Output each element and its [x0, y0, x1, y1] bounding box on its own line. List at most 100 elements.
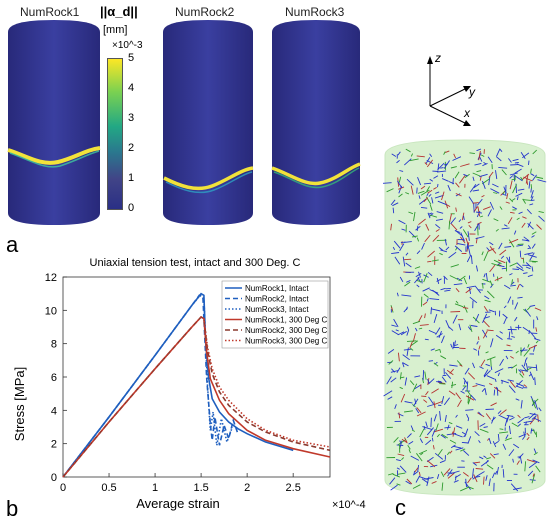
fracture-segment [527, 274, 533, 278]
fracture-segment [522, 198, 526, 204]
fracture-segment [530, 199, 535, 202]
fracture-segment [439, 252, 443, 256]
fracture-segment [398, 186, 405, 190]
fracture-segment [389, 477, 396, 485]
fracture-segment [467, 395, 470, 404]
fracture-segment [534, 338, 541, 341]
fracture-segment [410, 153, 414, 157]
fracture-segment [468, 224, 472, 229]
fracture-segment [532, 473, 535, 477]
fracture-segment [467, 246, 471, 256]
fracture-segment [532, 459, 540, 464]
fracture-segment [456, 277, 463, 282]
fracture-segment [448, 390, 456, 396]
fracture-segment [431, 437, 434, 442]
fracture-segment [405, 148, 411, 153]
fracture-segment [494, 470, 498, 475]
fracture-segment [453, 283, 463, 286]
fracture-segment [493, 453, 499, 456]
fracture-segment [467, 221, 472, 224]
fracture-segment [436, 211, 444, 214]
fracture-segment [515, 350, 519, 354]
fracture-segment [510, 483, 519, 492]
fracture-segment [497, 410, 502, 415]
fracture-segment [484, 295, 490, 300]
x-tick-label: 0 [60, 482, 66, 494]
fracture-segment [526, 432, 530, 437]
fracture-segment [466, 413, 469, 418]
fracture-segment [387, 396, 393, 400]
fracture-segment [467, 395, 472, 405]
fracture-segment [482, 282, 484, 289]
fracture-segment [405, 262, 412, 268]
fracture-segment [463, 215, 465, 220]
fracture-segment [459, 226, 463, 229]
fracture-segment [433, 414, 437, 422]
fracture-segment [444, 238, 447, 246]
fracture-segment [514, 175, 523, 182]
fracture-segment [489, 201, 495, 210]
fracture-segment [443, 160, 450, 169]
fracture-segment [487, 248, 495, 252]
x-tick-label: 1.5 [193, 482, 208, 494]
fracture-segment [390, 377, 397, 383]
fracture-segment [536, 316, 539, 321]
fracture-segment [532, 428, 537, 435]
fracture-segment [455, 392, 461, 400]
fracture-segment [497, 433, 500, 441]
fracture-segment [403, 158, 412, 166]
fracture-segment [426, 159, 434, 168]
fracture-segment [515, 398, 520, 401]
fracture-segment [422, 426, 432, 430]
fracture-segment [532, 174, 537, 181]
fracture-segment [399, 465, 407, 473]
panel-c: z y x c [382, 51, 547, 520]
fracture-segment [406, 347, 409, 357]
fracture-segment [454, 344, 459, 347]
fracture-segment [404, 377, 408, 386]
fracture-segment [518, 453, 524, 459]
fracture-segment [514, 316, 518, 322]
fracture-segment [467, 477, 472, 484]
fracture-segment [530, 188, 532, 193]
fracture-segment [533, 448, 537, 454]
fracture-segment [404, 410, 413, 413]
fracture-segment [437, 200, 447, 206]
fracture-segment [472, 462, 477, 466]
fracture-segment [467, 436, 472, 444]
fracture-segment [519, 455, 523, 464]
fracture-segment [431, 480, 437, 484]
fracture-segment [428, 193, 432, 197]
fracture-segment [495, 228, 499, 232]
fracture-segment [409, 340, 414, 349]
fracture-segment [437, 448, 443, 456]
y-tick-label: 12 [45, 272, 57, 284]
fracture-segment [514, 302, 519, 310]
colorbar-tick-0: 0 [128, 202, 135, 214]
fracture-segment [534, 400, 539, 410]
fracture-segment [528, 373, 532, 377]
fracture-segment [498, 242, 503, 250]
fracture-segment [455, 207, 457, 212]
fracture-segment [439, 349, 442, 353]
fracture-segment [515, 192, 523, 197]
fracture-segment [429, 153, 433, 157]
fracture-segment [478, 150, 481, 161]
fracture-segment [523, 384, 527, 388]
fracture-segment [459, 364, 463, 367]
fracture-segment [390, 223, 392, 231]
fracture-segment [521, 222, 526, 228]
fracture-segment [409, 380, 415, 386]
colorbar [107, 58, 123, 210]
fracture-segment [403, 241, 412, 243]
fracture-segment [424, 371, 427, 380]
fracture-segment [500, 379, 509, 384]
fracture-segment [396, 483, 401, 486]
fracture-segment [447, 424, 450, 430]
fracture-segment [482, 329, 488, 338]
fracture-segment [499, 428, 504, 430]
fracture-segment [427, 189, 433, 194]
fracture-segment [413, 384, 421, 390]
fracture-segment [466, 245, 474, 247]
fracture-segment [392, 202, 399, 207]
